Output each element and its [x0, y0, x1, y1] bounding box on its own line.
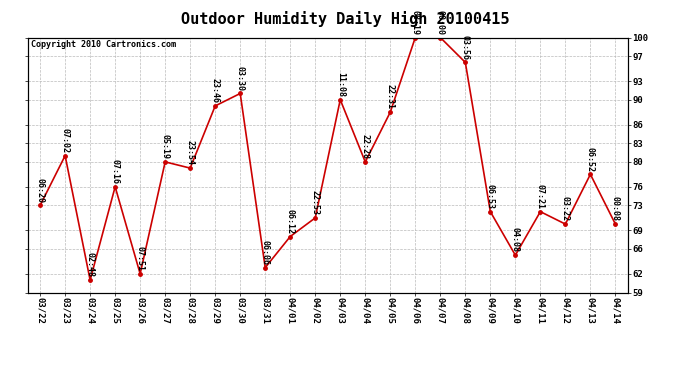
Text: Outdoor Humidity Daily High 20100415: Outdoor Humidity Daily High 20100415 — [181, 11, 509, 27]
Text: 06:52: 06:52 — [586, 147, 595, 171]
Text: 06:20: 06:20 — [36, 178, 45, 203]
Text: 11:08: 11:08 — [336, 72, 345, 97]
Text: 00:08: 00:08 — [611, 196, 620, 221]
Text: 08:19: 08:19 — [411, 10, 420, 35]
Text: 07:51: 07:51 — [136, 246, 145, 271]
Text: Copyright 2010 Cartronics.com: Copyright 2010 Cartronics.com — [30, 40, 175, 49]
Text: 05:19: 05:19 — [161, 134, 170, 159]
Text: 03:56: 03:56 — [461, 34, 470, 60]
Text: 07:21: 07:21 — [536, 184, 545, 209]
Text: 03:22: 03:22 — [561, 196, 570, 221]
Text: 22:28: 22:28 — [361, 134, 370, 159]
Text: 07:16: 07:16 — [110, 159, 119, 184]
Text: 06:06: 06:06 — [261, 240, 270, 265]
Text: 22:31: 22:31 — [386, 84, 395, 109]
Text: 06:12: 06:12 — [286, 209, 295, 234]
Text: 04:08: 04:08 — [511, 227, 520, 252]
Text: 23:46: 23:46 — [210, 78, 219, 103]
Text: 22:53: 22:53 — [310, 190, 319, 215]
Text: 07:02: 07:02 — [61, 128, 70, 153]
Text: 00:00: 00:00 — [436, 10, 445, 35]
Text: 03:30: 03:30 — [236, 66, 245, 91]
Text: 02:48: 02:48 — [86, 252, 95, 277]
Text: 06:53: 06:53 — [486, 184, 495, 209]
Text: 23:54: 23:54 — [186, 140, 195, 165]
